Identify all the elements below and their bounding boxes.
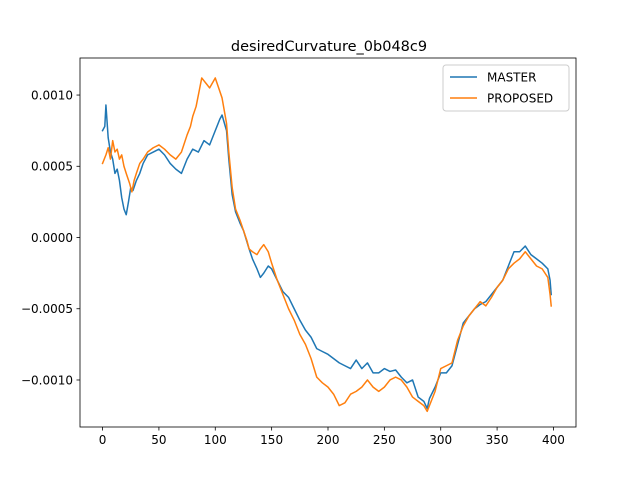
legend-label-master: MASTER xyxy=(487,70,536,84)
x-tick-label: 0 xyxy=(99,433,107,447)
plot-frame xyxy=(79,57,577,428)
x-tick-label: 50 xyxy=(151,433,166,447)
x-tick-label: 200 xyxy=(317,433,340,447)
legend-label-proposed: PROPOSED xyxy=(487,91,553,105)
axes xyxy=(79,57,577,428)
legend: MASTER PROPOSED xyxy=(442,64,570,112)
y-tick-label: 0.0000 xyxy=(31,231,73,245)
chart-title: desiredCurvature_0b048c9 xyxy=(231,39,427,55)
series-lines xyxy=(101,77,553,413)
x-tick-label: 350 xyxy=(486,433,509,447)
series-line-master xyxy=(101,104,553,410)
tick-marks: 0 50 100 150 200 250 300 350 400 0.0010 0.0005 0.00… xyxy=(21,88,565,447)
y-tick-label: −0.0005 xyxy=(21,302,73,316)
y-tick-label: 0.0010 xyxy=(31,88,73,102)
x-tick-label: 150 xyxy=(260,433,283,447)
series-line-proposed xyxy=(101,77,553,413)
y-tick-label: −0.0010 xyxy=(21,373,73,387)
x-tick-label: 400 xyxy=(542,433,565,447)
x-tick-label: 250 xyxy=(373,433,396,447)
y-tick-label: 0.0005 xyxy=(31,160,73,174)
x-tick-label: 300 xyxy=(429,433,452,447)
x-tick-label: 100 xyxy=(204,433,227,447)
